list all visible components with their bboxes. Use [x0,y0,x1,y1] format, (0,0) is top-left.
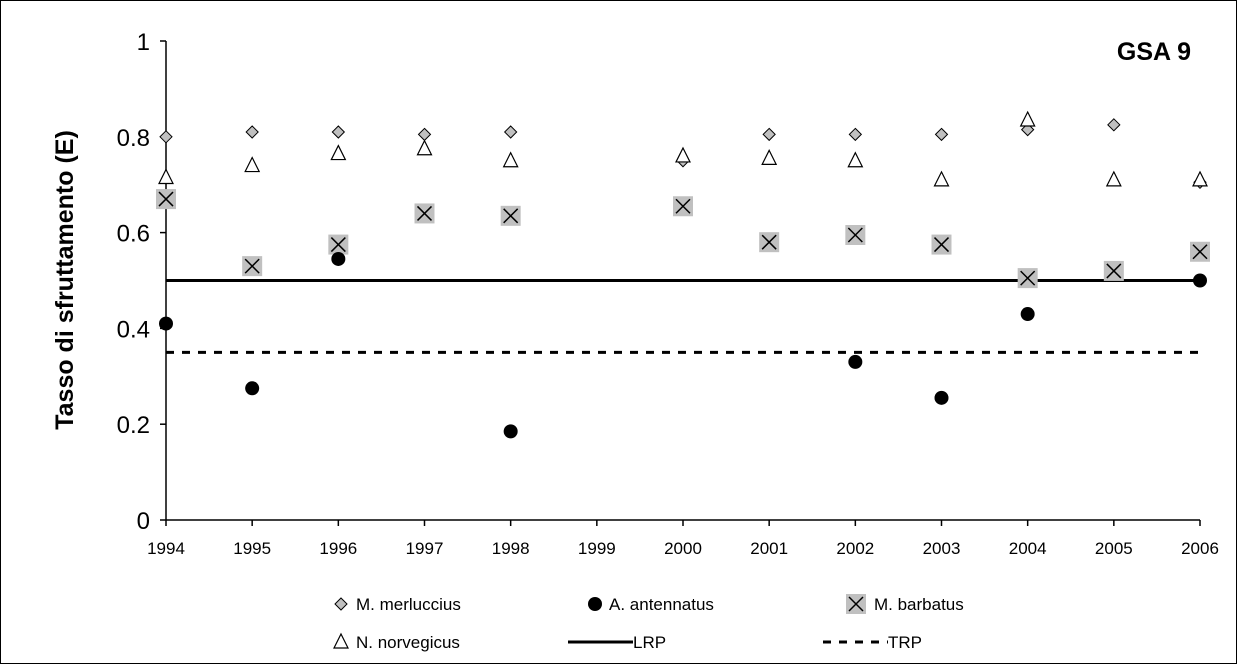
x-tick-label: 1997 [406,539,444,558]
chart-title: GSA 9 [1117,38,1191,66]
y-tick-label: 0 [137,508,150,535]
data-point [158,168,174,185]
x-tick-label: 1995 [233,539,271,558]
reference-lines [166,279,1200,354]
data-point [417,127,432,142]
data-point [848,354,863,369]
data-point [931,234,952,255]
legend-marker [588,597,602,611]
data-point [159,316,173,331]
data-point [1190,241,1210,262]
data-point [934,127,949,142]
data-point [933,170,950,187]
legend: M. merluccius A. antennatus M. barbatus N. … [333,594,964,652]
legend-label: N. norvegicus [356,633,460,652]
legend-marker [333,632,349,649]
data-point [244,156,261,173]
data-point [331,251,346,266]
data-point [330,144,347,161]
data-point [156,189,176,210]
data-point [1103,260,1124,281]
data-point [762,127,776,142]
x-tick-label: 2005 [1095,539,1133,558]
data-point [934,390,949,405]
x-tick-label: 1999 [578,539,616,558]
x-tick-label: 2006 [1181,539,1219,558]
x-tick-label: 2001 [750,539,788,558]
y-tick-label: 0.8 [117,125,150,152]
data-point [328,234,349,255]
data-point [673,196,693,217]
y-tick-label: 0.6 [117,221,150,248]
y-ticks: 0 0.2 0.4 0.6 0.8 1 [117,29,166,535]
data-point [845,224,866,245]
data-point [1107,118,1121,132]
x-tick-label: 2002 [836,539,874,558]
data-point [245,381,260,396]
data-point [159,130,173,144]
data-point [1017,268,1038,289]
data-point [245,125,259,139]
data-point [848,127,863,142]
x-tick-label: 2003 [923,539,961,558]
legend-label: M. merluccius [356,595,461,614]
data-points [156,110,1210,439]
x-tick-label: 1996 [319,539,357,558]
data-point [331,125,346,139]
data-point [1020,307,1035,322]
data-point [500,205,521,226]
data-point [759,232,780,253]
data-point [242,256,263,277]
data-point [1019,110,1036,127]
y-axis-label: Tasso di sfruttamento (E) [51,130,79,430]
data-point [503,424,518,439]
data-point [1192,170,1208,187]
legend-label: TRP [888,633,922,652]
y-tick-label: 0.4 [117,316,150,343]
data-point [761,149,778,165]
data-point [1105,170,1122,187]
data-point [1193,273,1207,288]
data-point [675,146,691,163]
data-point [847,151,864,168]
x-tick-label: 2004 [1009,539,1047,558]
data-point [416,139,433,156]
data-point [502,151,519,168]
legend-marker [846,594,866,614]
x-tick-label: 2000 [664,539,702,558]
legend-label: LRP [633,633,666,652]
y-tick-label: 0.2 [117,412,150,439]
legend-marker [334,597,348,611]
y-tick-label: 1 [137,29,150,56]
x-tick-label: 1994 [147,539,185,558]
x-tick-label: 1998 [492,539,530,558]
data-point [503,125,518,139]
x-ticks: 1994 1995 1996 1997 1998 1999 2000 2001 2002 2003… [147,520,1219,558]
legend-label: A. antennatus [609,595,714,614]
legend-label: M. barbatus [874,595,964,614]
data-point [414,203,435,224]
